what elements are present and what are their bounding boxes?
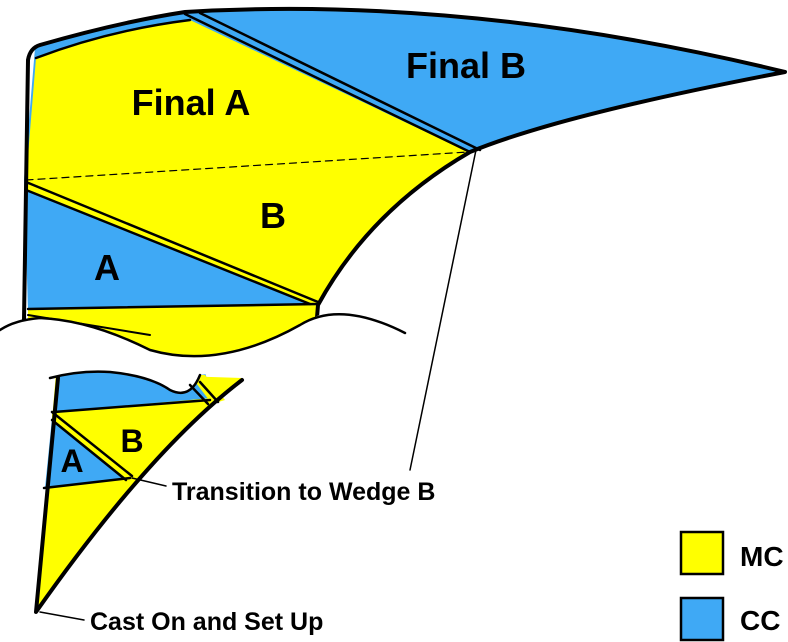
bottom-wedge-b-label: B <box>120 423 143 459</box>
bottom-band-line <box>52 398 212 414</box>
bottom-cut-wave <box>48 370 202 395</box>
top-dashed-line <box>25 151 469 181</box>
bottom-wedge-a-region <box>45 418 128 488</box>
final-b-region <box>190 8 785 152</box>
top-final-a-edge <box>34 18 192 60</box>
top-a-b-line-1 <box>24 180 320 304</box>
cast-on-leader-line <box>39 611 85 621</box>
bottom-a-b-line-2 <box>50 418 128 482</box>
top-bottom-strip <box>28 305 320 357</box>
bottom-a-lower-line <box>42 476 132 490</box>
bottom-base <box>36 372 242 612</box>
final-a-region <box>26 20 468 180</box>
top-wedge-a-label: A <box>94 247 120 288</box>
legend-swatch-mc <box>679 530 725 576</box>
top-a-b-line-2 <box>24 188 312 306</box>
top-a-lower-line <box>26 302 320 311</box>
top-wedge-b-label: B <box>260 195 286 236</box>
transition-callout: Transition to Wedge B <box>172 478 435 506</box>
transition-leader-line <box>409 149 477 471</box>
legend-label-cc: CC <box>740 605 780 636</box>
transition-bottom-leader <box>131 477 167 487</box>
top-wedge-b-region <box>26 152 468 305</box>
cast-on-callout: Cast On and Set Up <box>90 608 323 636</box>
top-fragment <box>22 6 787 357</box>
top-divider-line-2 <box>198 11 482 152</box>
top-cut-wave <box>0 313 407 358</box>
bottom-strip-line-2 <box>198 380 220 404</box>
legend-label-mc: MC <box>740 541 784 572</box>
legend-swatch-cc <box>679 596 725 642</box>
final-b-label: Final B <box>406 45 526 86</box>
top-divider-line-1 <box>183 12 472 154</box>
top-outer-edge <box>22 6 787 332</box>
legend: MC CC <box>679 530 784 642</box>
final-a-label: Final A <box>132 82 251 123</box>
bottom-wedge-a-label: A <box>60 443 83 479</box>
bottom-a-b-line-1 <box>50 410 134 478</box>
